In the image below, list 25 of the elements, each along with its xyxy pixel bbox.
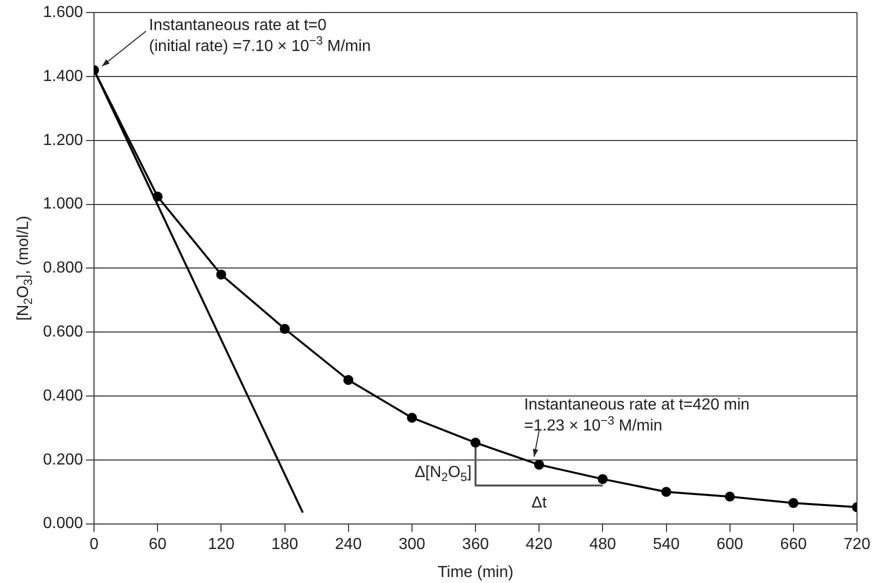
y-tick-label: 1.600 <box>42 4 84 22</box>
annotation: Δt <box>532 494 548 512</box>
y-tick-label: 0.600 <box>42 324 84 341</box>
y-axis-title: [N2O3], (mol/L) <box>15 216 35 321</box>
x-tick-label: 540 <box>652 536 680 553</box>
y-tick-label: 1.200 <box>42 132 84 149</box>
y-tick-label: 0.000 <box>42 515 84 532</box>
x-tick-label: 480 <box>589 536 616 553</box>
x-tick-label: 180 <box>271 536 298 553</box>
y-tick-label: 0.800 <box>42 260 84 277</box>
y-tick-label: 1.400 <box>42 68 84 85</box>
y-tick-label: 0.200 <box>42 451 84 468</box>
x-tick-label: 240 <box>335 536 362 553</box>
x-tick-label: 360 <box>462 536 489 553</box>
y-tick-label: 0.400 <box>42 387 84 404</box>
x-axis-title: Time (min) <box>438 564 514 581</box>
x-tick-label: 120 <box>208 536 235 553</box>
x-tick-label: 600 <box>716 536 744 553</box>
x-tick-label: 300 <box>398 536 426 553</box>
x-tick-label: 420 <box>526 536 553 553</box>
x-tick-label: 720 <box>844 536 870 553</box>
y-tick-label: 1.000 <box>42 196 84 213</box>
x-tick-label: 60 <box>148 536 167 553</box>
x-tick-label: 660 <box>780 536 807 553</box>
x-tick-label: 0 <box>90 536 99 553</box>
